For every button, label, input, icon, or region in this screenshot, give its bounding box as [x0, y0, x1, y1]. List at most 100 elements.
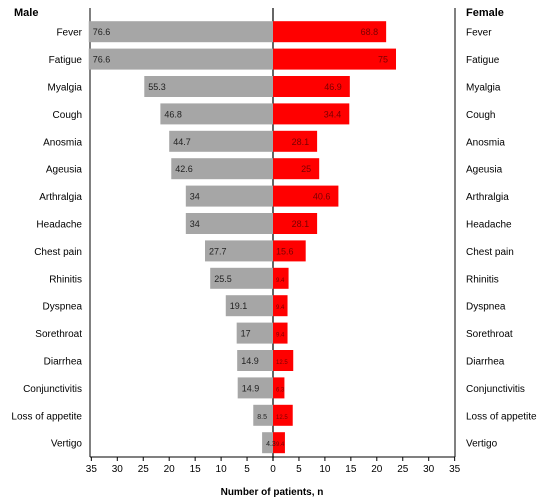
male-value-label: 34 [190, 192, 200, 202]
x-tick-label: 35 [449, 464, 461, 475]
male-bar [88, 21, 273, 43]
male-value-label: 14.9 [241, 356, 259, 366]
female-category-label: Anosmia [466, 137, 505, 148]
female-category-label: Rhinitis [466, 274, 499, 285]
female-category-label: Myalgia [466, 83, 501, 94]
female-category-label: Headache [466, 220, 512, 231]
female-bar [273, 404, 293, 426]
female-bar [273, 185, 339, 207]
male-bar [169, 130, 273, 152]
male-category-label: Cough [53, 110, 82, 121]
male-value-label: 25.5 [214, 274, 232, 284]
male-bar [171, 158, 273, 180]
female-value-label: 9.4 [276, 278, 285, 284]
female-category-label: Conjunctivitis [466, 384, 525, 395]
female-value-label: 15.6 [276, 246, 294, 256]
female-value-label: 9.4 [276, 305, 285, 311]
male-value-label: 19.1 [230, 301, 248, 311]
male-value-label: 76.6 [93, 55, 111, 65]
female-value-label: 9.4 [276, 333, 285, 339]
female-category-label: Fatigue [466, 55, 500, 66]
x-tick-label: 5 [296, 464, 302, 475]
x-tick-label: 25 [138, 464, 150, 475]
female-bar [273, 48, 397, 70]
x-axis: 35 30 25 20 15 10 5 0 5 10 15 20 25 30 35 [86, 457, 461, 475]
female-bar [273, 103, 350, 125]
female-category-label: Loss of appetite [466, 411, 537, 422]
female-bar [273, 295, 288, 317]
x-tick-label: 20 [164, 464, 176, 475]
female-bar [273, 158, 320, 180]
female-category-label: Sorethroat [466, 329, 513, 340]
x-tick-label: 15 [190, 464, 202, 475]
x-tick-label: 20 [371, 464, 383, 475]
male-value-label: 55.3 [148, 82, 166, 92]
male-category-label: Vertigo [51, 439, 83, 450]
female-category-label: Cough [466, 110, 495, 121]
male-bar [253, 404, 273, 426]
male-category-label: Fever [56, 28, 82, 39]
male-category-label: Conjunctivitis [23, 384, 82, 395]
female-bar [273, 130, 318, 152]
female-category-label: Chest pain [466, 247, 514, 258]
value-labels: 76.6 68.8 76.6 75 55.3 46.9 46.8 34.4 44.7 28.1 42… [93, 27, 388, 448]
male-bar [236, 322, 273, 344]
x-tick-label: 5 [244, 464, 250, 475]
x-tick-label: 30 [112, 464, 124, 475]
female-category-label: Vertigo [466, 439, 498, 450]
female-bar [273, 21, 387, 43]
x-tick-label: 25 [397, 464, 409, 475]
female-header: Female [466, 7, 504, 19]
male-value-label: 8.5 [257, 414, 267, 421]
x-tick-label: 30 [423, 464, 435, 475]
x-tick-label: 35 [86, 464, 98, 475]
female-value-label: 46.9 [324, 82, 342, 92]
male-bar [237, 350, 273, 371]
female-value-label: 40.6 [313, 192, 331, 202]
female-value-label: 9.4 [276, 442, 285, 448]
female-category-label: Fever [466, 28, 492, 39]
female-value-label: 34.4 [324, 109, 342, 119]
male-value-label: 46.8 [164, 109, 182, 119]
male-value-label: 27.7 [209, 246, 227, 256]
male-category-label: Diarrhea [44, 357, 83, 368]
male-bar [88, 48, 273, 70]
female-bar [273, 432, 285, 454]
female-value-label: 12.5 [276, 360, 288, 366]
male-category-label: Anosmia [43, 137, 82, 148]
female-category-label: Ageusia [466, 165, 503, 176]
male-bar [205, 240, 273, 262]
female-category-label: Diarrhea [466, 357, 505, 368]
female-bar [273, 240, 306, 262]
male-category-label: Sorethroat [35, 329, 82, 340]
female-value-label: 6.3 [276, 387, 285, 393]
female-category-label: Arthralgia [466, 192, 509, 203]
female-bar [273, 350, 294, 371]
female-bar [273, 377, 285, 399]
male-category-label: Ageusia [46, 165, 83, 176]
male-category-label: Chest pain [34, 247, 82, 258]
male-category-label: Arthralgia [39, 192, 82, 203]
x-tick-label: 15 [345, 464, 357, 475]
male-bar [160, 103, 273, 125]
female-category-labels: Fever Fatigue Myalgia Cough Anosmia Ageusia Ar… [466, 28, 537, 450]
male-bar [185, 185, 273, 207]
x-tick-label: 10 [319, 464, 331, 475]
female-value-label: 28.1 [292, 219, 310, 229]
female-bar [273, 76, 350, 97]
male-value-label: 44.7 [173, 137, 191, 147]
male-header: Male [14, 7, 38, 19]
male-category-label: Fatigue [49, 55, 83, 66]
male-bar [262, 432, 273, 454]
male-bar [210, 267, 273, 289]
female-bar [273, 213, 318, 234]
male-category-labels: Fever Fatigue Myalgia Cough Anosmia Ageusia Ar… [11, 28, 82, 450]
female-bars [273, 21, 397, 454]
x-axis-title: Number of patients, n [221, 487, 324, 498]
male-bar [144, 76, 273, 97]
male-bar [185, 213, 273, 234]
male-category-label: Loss of appetite [11, 411, 82, 422]
female-value-label: 68.8 [361, 27, 379, 37]
male-value-label: 76.6 [93, 27, 111, 37]
